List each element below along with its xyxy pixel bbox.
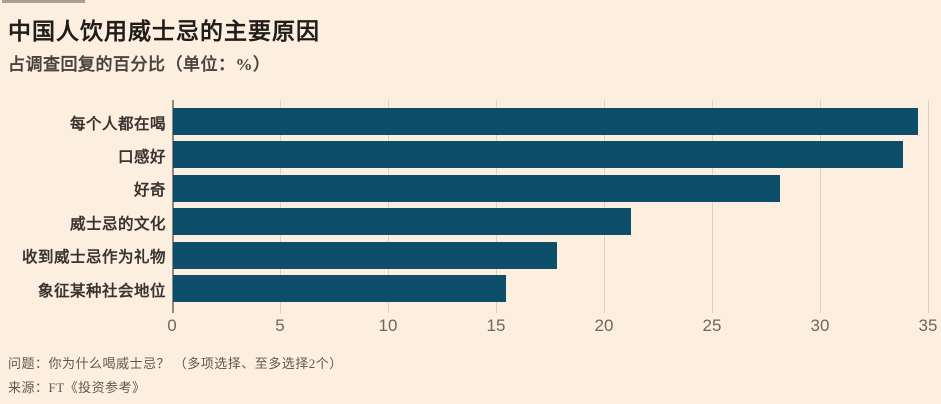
footnote-source: 来源：FT《投资参考》 (8, 380, 146, 395)
bar (173, 108, 919, 135)
x-tick-label-10: 10 (378, 316, 398, 335)
gridline-x-15 (496, 100, 497, 313)
x-tick-label-15: 15 (486, 316, 506, 335)
bar (173, 174, 780, 202)
gridline-x-5 (280, 100, 281, 313)
x-tick-label-30: 30 (810, 316, 830, 335)
bar (173, 208, 631, 236)
y-axis-line (172, 100, 174, 313)
bar (173, 141, 904, 169)
category-label: 每个人都在喝 (69, 115, 166, 133)
chart-title: 中国人饮用威士忌的主要原因 (8, 19, 320, 44)
x-tick-label-20: 20 (594, 316, 614, 335)
category-label: 收到威士忌作为礼物 (21, 249, 166, 267)
top-accent-rule (2, 0, 85, 3)
category-label: 好奇 (133, 182, 166, 200)
gridline-x-25 (712, 100, 713, 313)
category-label: 口感好 (117, 148, 166, 166)
gridline-x-20 (604, 100, 605, 313)
x-tick-label-25: 25 (702, 316, 722, 335)
x-tick-label-0: 0 (167, 316, 177, 335)
chart-subtitle: 占调查回复的百分比（单位：%） (8, 55, 271, 74)
chart-footnotes: 问题：你为什么喝威士忌？ （多项选择、至多选择2个） 来源：FT《投资参考》 (8, 353, 343, 401)
gridline-x-35 (928, 100, 929, 313)
gridline-x-10 (388, 100, 389, 313)
x-tick-label-5: 5 (275, 316, 285, 335)
gridline-x-30 (820, 100, 821, 313)
category-label: 象征某种社会地位 (37, 282, 166, 300)
category-label: 威士忌的文化 (69, 215, 166, 233)
footnote-question: 问题：你为什么喝威士忌？ （多项选择、至多选择2个） (8, 356, 343, 371)
bar (173, 275, 506, 302)
x-tick-label-35: 35 (918, 316, 938, 335)
bar (173, 241, 558, 269)
